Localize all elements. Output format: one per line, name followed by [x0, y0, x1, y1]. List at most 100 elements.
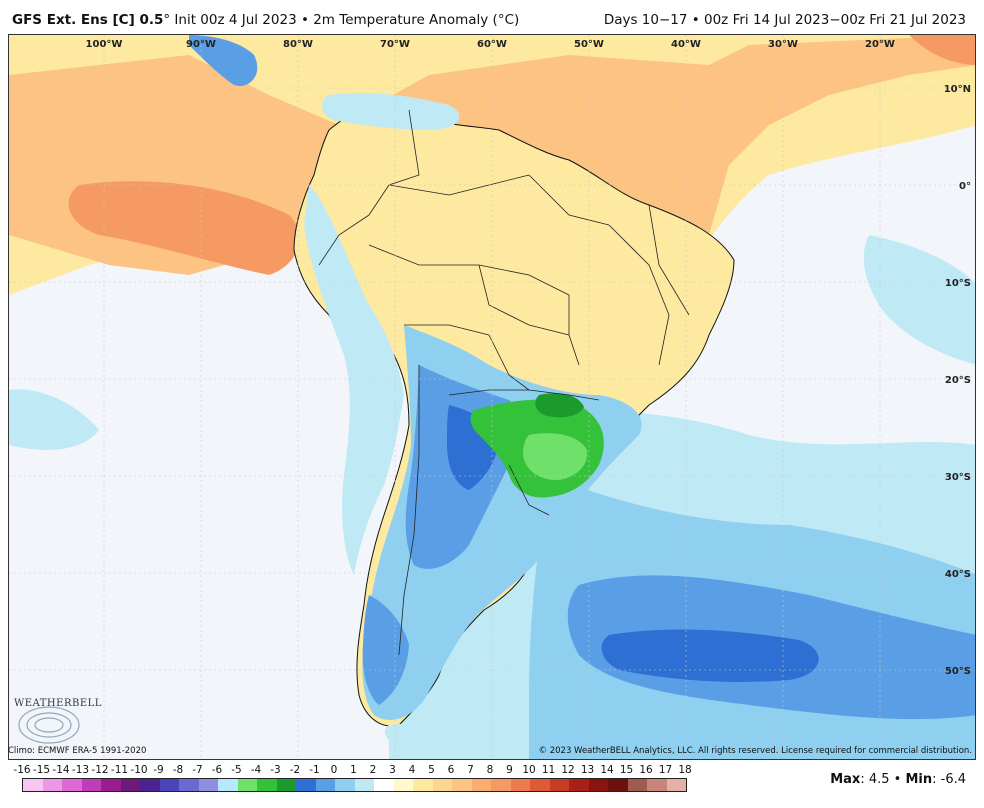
colorbar-tick-label: 18: [678, 764, 692, 776]
colorbar-swatch: [627, 779, 647, 791]
colorbar-swatch: [179, 779, 199, 791]
climatology-note: Climo: ECMWF ERA-5 1991-2020: [8, 746, 147, 756]
colorbar-tick-label: 4: [408, 764, 416, 776]
colorbar-swatch: [354, 779, 374, 791]
warm-ne-corner: [909, 35, 975, 65]
colorbar-tick-label: -3: [270, 764, 281, 776]
colorbar-swatch: [530, 779, 550, 791]
colorbar-tick-label: 0: [330, 764, 338, 776]
valid-period: Days 10−17 • 00z Fri 14 Jul 2023−00z Fri…: [603, 12, 966, 28]
lat-label: 40°S: [945, 569, 971, 580]
colorbar-tick-label: 10: [522, 764, 536, 776]
colorbar-tick-label: -7: [192, 764, 203, 776]
colorbar-swatch: [432, 779, 452, 791]
colorbar-tick-label: 3: [389, 764, 396, 776]
colorbar-swatch: [471, 779, 491, 791]
colorbar-swatch: [491, 779, 511, 791]
cool-south-atlantic-deep: [601, 629, 819, 682]
cool-chile-light: [304, 185, 404, 575]
colorbar-swatch: [218, 779, 238, 791]
colorbar-swatch: [276, 779, 296, 791]
lon-label: 90°W: [186, 39, 216, 50]
colorbar-tick-label: -11: [110, 764, 129, 776]
colorbar-tick-label: 7: [467, 764, 474, 776]
colorbar-tick-label: -16: [13, 764, 31, 776]
map-canvas: 100°W 90°W 80°W 70°W 60°W 50°W 40°W 30°W…: [9, 35, 975, 759]
colorbar-swatch: [413, 779, 433, 791]
colorbar-swatch: [198, 779, 218, 791]
cool-west-light: [9, 389, 99, 450]
colorbar-tick-label: 12: [561, 764, 575, 776]
colorbar-swatch: [393, 779, 413, 791]
copyright-notice: © 2023 WeatherBELL Analytics, LLC. All r…: [538, 746, 972, 756]
colorbar-swatch: [23, 779, 43, 791]
longitude-labels: 100°W 90°W 80°W 70°W 60°W 50°W 40°W 30°W…: [86, 39, 895, 50]
colorbar: [22, 778, 687, 792]
colorbar-tick-label: 9: [506, 764, 513, 776]
colorbar-swatch: [62, 779, 82, 791]
colorbar-tick-label: -14: [52, 764, 70, 776]
colorbar-swatch: [608, 779, 628, 791]
cool-central-america: [189, 35, 258, 86]
min-value: -6.4: [940, 772, 966, 787]
colorbar-tick-label: 11: [541, 764, 556, 776]
colorbar-swatch: [452, 779, 472, 791]
graticule: [9, 35, 975, 759]
map-header: GFS Ext. Ens [C] 0.5° Init 00z 4 Jul 202…: [0, 0, 984, 34]
colorbar-swatch: [159, 779, 179, 791]
cool-south-tip: [384, 723, 489, 751]
lon-label: 30°W: [768, 39, 798, 50]
colorbar-tick-label: -1: [309, 764, 320, 776]
colorbar-swatch: [120, 779, 140, 791]
colorbar-swatch: [315, 779, 335, 791]
colorbar-swatch: [81, 779, 101, 791]
colorbar-swatch: [237, 779, 257, 791]
colorbar-tick-label: -5: [231, 764, 242, 776]
max-value: 4.5: [868, 772, 890, 787]
colorbar-tick-label: -8: [172, 764, 184, 776]
colorbar-tick-label: 8: [486, 764, 494, 776]
lon-label: 80°W: [283, 39, 313, 50]
model-name: GFS Ext. Ens [C] 0.5: [12, 12, 164, 28]
lat-label: 50°S: [945, 666, 971, 677]
colorbar-tick-label: 15: [619, 764, 634, 776]
colorbar-tick-label: -12: [91, 764, 109, 776]
country-borders: [318, 109, 690, 656]
colorbar-tick-label: -4: [250, 764, 262, 776]
lon-label: 60°W: [477, 39, 507, 50]
colorbar-swatch: [569, 779, 589, 791]
green-anomaly-inner: [523, 433, 588, 481]
green-anomaly-dark: [535, 393, 584, 418]
colorbar-tick-label: -13: [71, 764, 90, 776]
colorbar-swatch: [101, 779, 121, 791]
colorbar-swatch: [335, 779, 355, 791]
anomaly-map: 100°W 90°W 80°W 70°W 60°W 50°W 40°W 30°W…: [8, 34, 976, 760]
colorbar-swatch: [296, 779, 316, 791]
colorbar-tick-label: -6: [211, 764, 223, 776]
colorbar-swatch: [666, 779, 686, 791]
lat-label: 0°: [959, 181, 971, 192]
colorbar-swatch: [588, 779, 608, 791]
colorbar-tick-label: 17: [658, 764, 673, 776]
colorbar-tick-label: 2: [369, 764, 377, 776]
colorbar-swatch: [140, 779, 160, 791]
colorbar-tick-label: -10: [130, 764, 148, 776]
map-footer: Climo: ECMWF ERA-5 1991-2020 © 2023 Weat…: [0, 746, 984, 808]
colorbar-tick-label: 16: [639, 764, 653, 776]
weatherbell-logo-icon: [18, 706, 80, 744]
lon-label: 100°W: [86, 39, 123, 50]
latitude-labels: 10°N 0° 10°S 20°S 30°S 40°S 50°S: [944, 84, 971, 677]
weatherbell-logo: WEATHERBELL: [14, 698, 102, 709]
lat-label: 10°S: [945, 278, 971, 289]
warm-pacific-strong: [68, 181, 300, 275]
lat-label: 30°S: [945, 472, 971, 483]
colorbar-swatch: [42, 779, 62, 791]
colorbar-swatch: [510, 779, 530, 791]
colorbar-swatch: [549, 779, 569, 791]
lon-label: 40°W: [671, 39, 701, 50]
title-suffix: ° Init 00z 4 Jul 2023 • 2m Temperature A…: [163, 12, 520, 28]
min-label: Min: [905, 772, 933, 787]
cool-caribbean-light: [322, 93, 460, 130]
map-title: GFS Ext. Ens [C] 0.5° Init 00z 4 Jul 202…: [12, 12, 519, 28]
lat-label: 20°S: [945, 375, 971, 386]
